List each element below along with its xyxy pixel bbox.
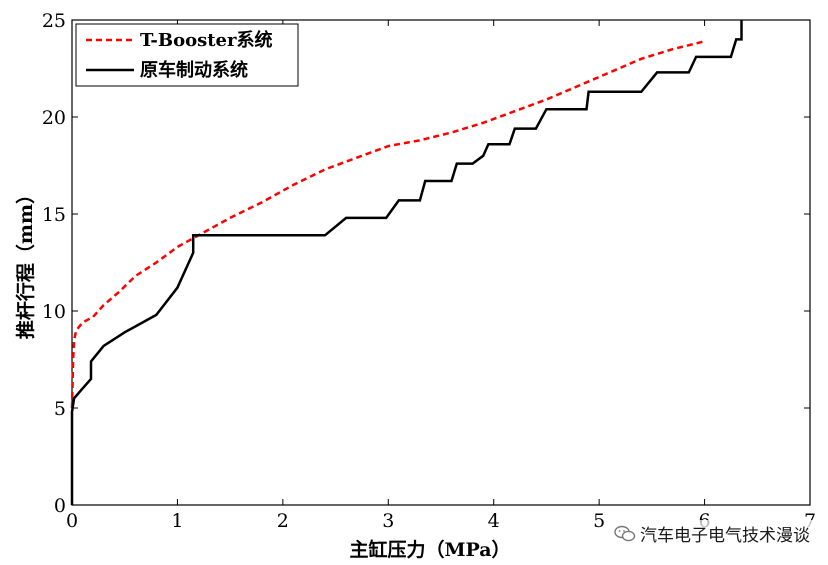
y-tick-label: 15 [42, 204, 66, 226]
y-tick-label: 25 [42, 10, 66, 32]
x-tick-label: 2 [277, 510, 289, 532]
x-tick-label: 3 [382, 510, 394, 532]
x-tick-label: 1 [171, 510, 183, 532]
x-tick-label: 0 [66, 510, 78, 532]
wechat-icon [614, 525, 636, 541]
plot-area [71, 19, 811, 506]
legend: T-Booster系统 原车制动系统 [75, 23, 299, 87]
y-axis-title: 推杆行程（mm） [14, 185, 37, 339]
y-tick-label: 5 [54, 398, 66, 420]
legend-box [75, 23, 299, 87]
x-axis-title: 主缸压力（MPa） [349, 538, 510, 561]
y-tick-label: 0 [54, 495, 66, 517]
series-line-original [70, 20, 743, 505]
x-tick-label: 5 [593, 510, 605, 532]
legend-label-t-booster: T-Booster系统 [140, 29, 273, 51]
legend-label-original: 原车制动系统 [140, 59, 248, 81]
series-line-t-booster [70, 40, 705, 409]
y-tick-label: 10 [42, 301, 66, 323]
y-tick-label: 20 [42, 107, 66, 129]
watermark: 汽车电子电气技术漫谈 [610, 520, 814, 547]
watermark-text: 汽车电子电气技术漫谈 [640, 526, 810, 546]
series-layer [70, 20, 743, 505]
x-tick-label: 4 [488, 510, 500, 532]
